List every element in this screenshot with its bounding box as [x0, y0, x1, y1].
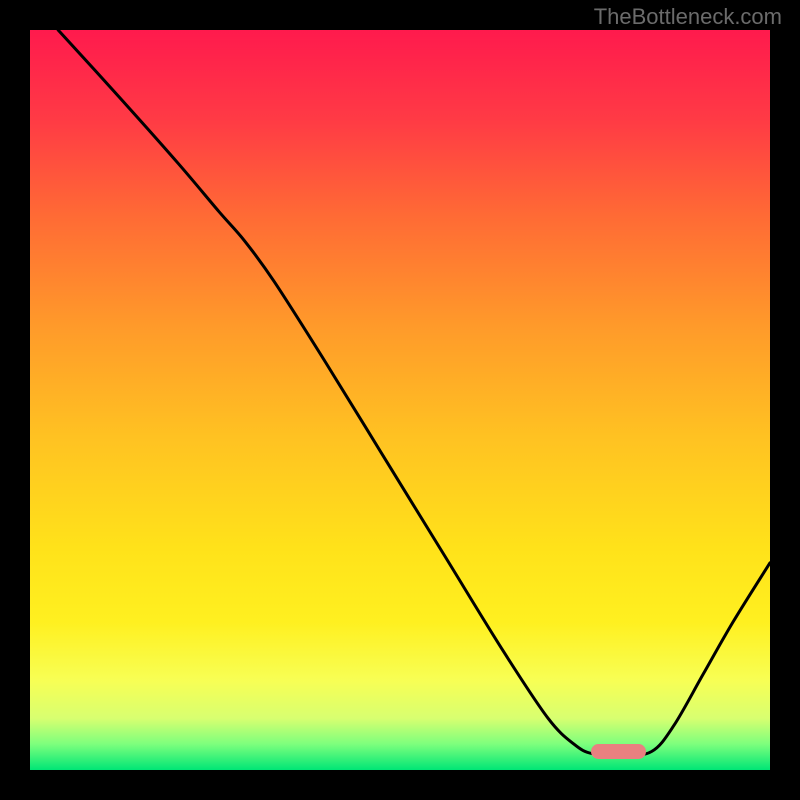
curve-layer	[30, 30, 770, 770]
watermark-text: TheBottleneck.com	[594, 4, 782, 30]
optimal-marker	[591, 744, 647, 759]
plot-area	[30, 30, 770, 770]
bottleneck-curve	[58, 30, 770, 755]
chart-container: TheBottleneck.com	[0, 0, 800, 800]
